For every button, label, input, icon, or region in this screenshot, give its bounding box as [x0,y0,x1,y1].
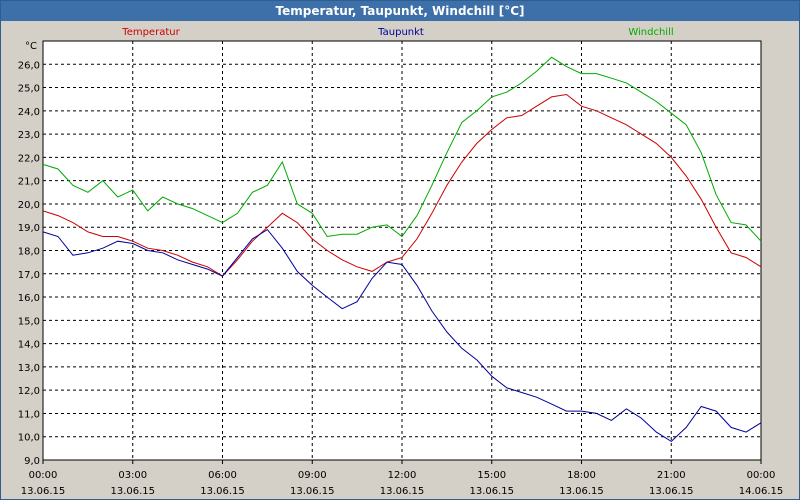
series-line-windchill [42,56,762,242]
y-tick-label: 23,0 [18,130,40,141]
x-tick-time-label: 12:00 [388,470,417,481]
x-tick-date-label: 13.06.15 [649,486,694,497]
x-tick-time-label: 00:00 [747,470,776,481]
x-tick-date-label: 13.06.15 [290,486,335,497]
y-tick-label: 10,0 [18,433,40,444]
y-tick-label: 21,0 [18,177,40,188]
x-tick-date-label: 13.06.15 [559,486,604,497]
y-tick-label: 26,0 [18,60,40,71]
x-tick-time-label: 03:00 [118,470,147,481]
legend-entry: Taupunkt [377,27,424,38]
y-tick-label: 16,0 [18,293,40,304]
x-tick-date-label: 13.06.15 [200,486,245,497]
y-tick-label: 18,0 [18,247,40,258]
series-line-temperatur [42,93,762,277]
y-axis-unit-label: °C [25,41,37,52]
x-tick-date-label: 13.06.15 [380,486,425,497]
y-tick-label: 20,0 [18,200,40,211]
y-tick-label: 25,0 [18,84,40,95]
y-tick-label: 19,0 [18,223,40,234]
y-tick-label: 13,0 [18,363,40,374]
y-tick-label: 11,0 [18,409,40,420]
legend-entry: Temperatur [121,27,180,38]
window-title: Temperatur, Taupunkt, Windchill [°C] [1,1,799,21]
y-tick-label: 17,0 [18,270,40,281]
y-tick-label: 22,0 [18,153,40,164]
x-tick-time-label: 18:00 [567,470,596,481]
x-tick-date-label: 14.06.15 [739,486,784,497]
legend-entry: Windchill [628,27,673,38]
x-tick-date-label: 13.06.15 [110,486,155,497]
y-tick-label: 15,0 [18,316,40,327]
x-tick-time-label: 15:00 [477,470,506,481]
y-tick-label: 24,0 [18,107,40,118]
x-tick-time-label: 06:00 [208,470,237,481]
y-tick-label: 9,0 [24,456,40,467]
x-tick-date-label: 13.06.15 [469,486,514,497]
y-tick-label: 12,0 [18,386,40,397]
y-tick-label: 14,0 [18,340,40,351]
x-tick-date-label: 13.06.15 [21,486,66,497]
x-tick-time-label: 21:00 [657,470,686,481]
x-tick-time-label: 00:00 [29,470,58,481]
x-tick-time-label: 09:00 [298,470,327,481]
series-line-taupunkt [42,228,762,443]
